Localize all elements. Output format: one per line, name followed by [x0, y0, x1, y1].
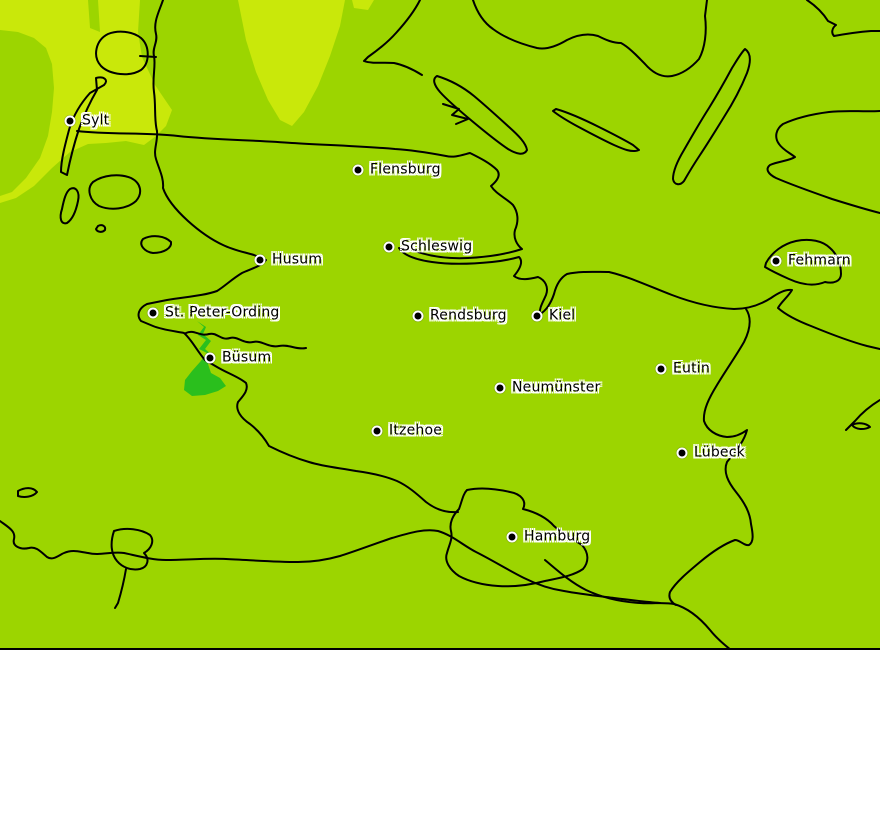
- mild-temperature-region: [0, 0, 374, 203]
- city-marker: [383, 241, 395, 253]
- city-label: Lübeck: [694, 444, 745, 461]
- city-label: Büsum: [222, 349, 272, 366]
- city-marker: [352, 164, 364, 176]
- city-label: Eutin: [673, 360, 710, 377]
- city-label: Fehmarn: [788, 252, 851, 269]
- temperature-map: Sylt Flensburg Husum Schleswig St. Peter-Ord…: [0, 0, 880, 650]
- city-label: Hamburg: [524, 528, 591, 545]
- city-label: Flensburg: [370, 161, 441, 178]
- city-marker: [254, 254, 266, 266]
- city-marker: [506, 531, 518, 543]
- city-marker: [64, 115, 76, 127]
- city-marker: [770, 255, 782, 267]
- city-marker: [676, 447, 688, 459]
- city-label: Neumünster: [512, 379, 601, 396]
- city-marker: [371, 425, 383, 437]
- city-marker: [655, 363, 667, 375]
- city-marker: [494, 382, 506, 394]
- city-label: Itzehoe: [389, 422, 443, 439]
- coastline-layer: [0, 0, 880, 648]
- city-marker: [531, 310, 543, 322]
- city-label: Sylt: [82, 112, 110, 129]
- city-label: Kiel: [549, 307, 576, 324]
- city-label: St. Peter-Ording: [165, 304, 280, 321]
- city-marker: [204, 352, 216, 364]
- map-canvas: [0, 0, 880, 648]
- map-footer: Temperatur in 2m (in °C) Modell: ICON-D2…: [0, 650, 880, 830]
- city-label: Rendsburg: [430, 307, 507, 324]
- city-marker: [147, 307, 159, 319]
- city-label: Schleswig: [401, 238, 473, 255]
- city-marker: [412, 310, 424, 322]
- city-label: Husum: [272, 251, 323, 268]
